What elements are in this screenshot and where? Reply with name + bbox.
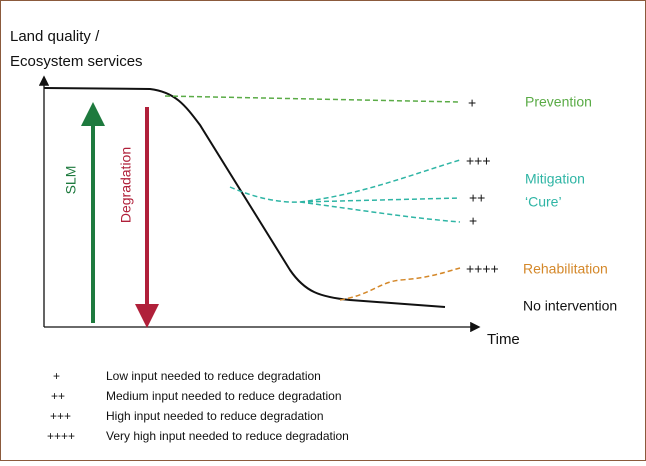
symbol: + — [469, 213, 477, 229]
legend-symbol: + — [53, 369, 60, 383]
outcome-label: No intervention — [523, 298, 617, 314]
slm-label: SLM — [63, 166, 79, 195]
legend-text: Very high input needed to reduce degrada… — [106, 429, 349, 443]
symbol: + — [468, 95, 476, 111]
legend-text: Medium input needed to reduce degradatio… — [106, 389, 342, 403]
outcome-label: Rehabilitation — [523, 261, 608, 277]
outcome-label: Mitigation — [525, 171, 585, 187]
mitigation-curves — [229, 159, 461, 223]
symbol: ++++ — [466, 261, 499, 277]
x-label: Time — [487, 331, 520, 348]
rehabilitation-curve — [339, 267, 461, 301]
outcome-label: ‘Cure’ — [525, 194, 562, 210]
no-intervention-curve — [43, 87, 446, 308]
y-label: Land quality / — [10, 28, 100, 45]
legend-symbol: ++ — [51, 389, 65, 403]
symbol: +++ — [466, 153, 491, 169]
outcome-label: Prevention — [525, 94, 592, 110]
symbol: ++ — [469, 190, 485, 206]
degradation-label: Degradation — [118, 147, 134, 223]
y-label: Ecosystem services — [10, 53, 143, 70]
legend-text: Low input needed to reduce degradation — [106, 369, 321, 383]
legend-symbol: +++ — [50, 409, 71, 423]
prevention-curve — [164, 95, 461, 103]
legend-symbol: ++++ — [47, 429, 75, 443]
legend-text: High input needed to reduce degradation — [106, 409, 324, 423]
